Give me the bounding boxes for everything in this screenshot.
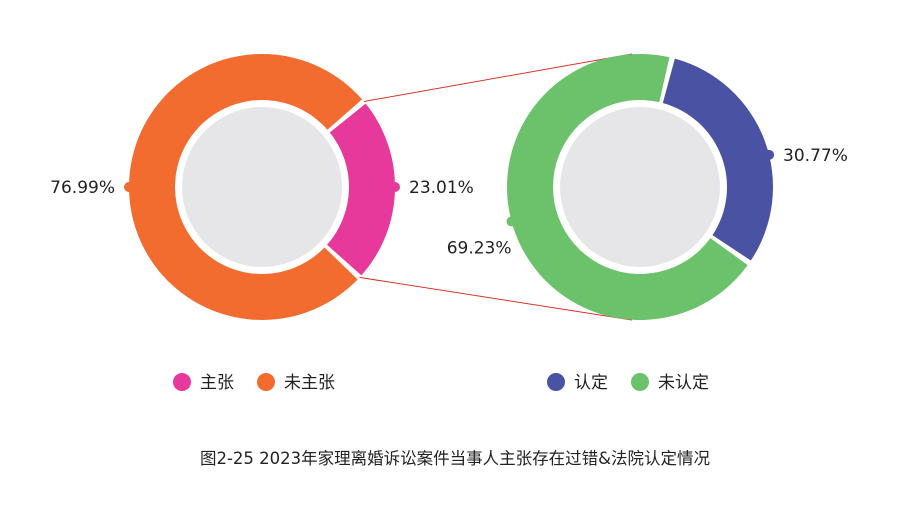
legend-marker <box>547 373 565 391</box>
legend-marker <box>257 373 275 391</box>
legend-marker <box>173 373 191 391</box>
chart-caption: 图2-25 2023年家理离婚诉讼案件当事人主张存在过错&法院认定情况 <box>199 449 711 468</box>
data-label: 23.01% <box>409 178 474 198</box>
data-label: 69.23% <box>447 238 512 258</box>
data-label: 30.77% <box>783 146 848 166</box>
label-marker-dot <box>764 149 775 160</box>
legend-label: 未认定 <box>658 373 709 393</box>
label-marker-dot <box>390 182 400 192</box>
donut-center-1 <box>182 107 342 267</box>
donut-slice-1-1 <box>327 103 396 276</box>
legend-label: 未主张 <box>284 373 335 393</box>
donut-slice-1-2 <box>129 54 363 321</box>
donut-slice-2-2 <box>507 53 748 320</box>
donut-chart-1 <box>129 54 396 321</box>
donut-chart-2 <box>507 53 773 320</box>
connector-lines <box>359 53 633 321</box>
connector-line-bottom <box>359 276 633 321</box>
data-label: 76.99% <box>50 178 115 198</box>
donut-center-2 <box>560 107 720 267</box>
donut-slice-2-1 <box>662 58 773 261</box>
legend: 主张 未主张 认定 未认定 <box>173 373 709 393</box>
legend-marker <box>631 373 649 391</box>
label-marker-dot <box>124 182 134 192</box>
label-marker-dot <box>506 216 517 227</box>
legend-label: 主张 <box>200 373 234 393</box>
legend-label: 认定 <box>574 373 608 393</box>
data-labels: 23.01% 76.99% 30.77% 69.23% <box>50 146 848 259</box>
connector-line-top <box>363 53 633 103</box>
